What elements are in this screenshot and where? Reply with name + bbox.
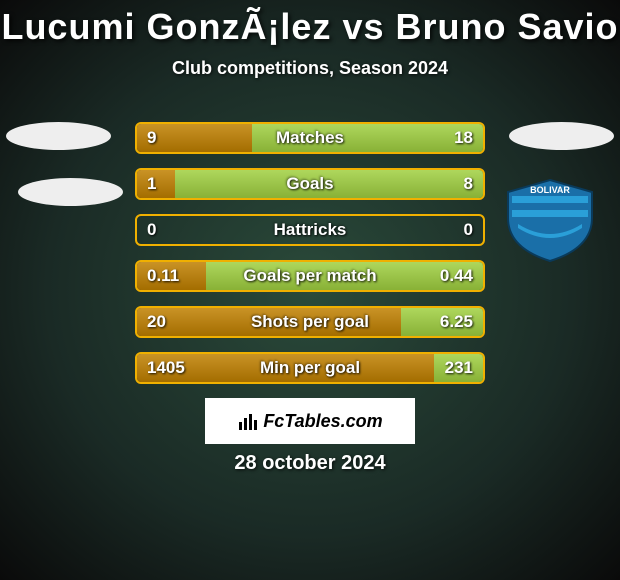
page-subtitle: Club competitions, Season 2024	[0, 58, 620, 79]
stat-row: 918Matches	[135, 122, 485, 154]
svg-text:BOLIVAR: BOLIVAR	[530, 185, 570, 195]
bolivar-crest-icon: BOLIVAR	[500, 178, 600, 263]
player2-club-badge: BOLIVAR	[500, 178, 600, 263]
stat-row: 00Hattricks	[135, 214, 485, 246]
brand-footer[interactable]: FcTables.com	[205, 398, 415, 444]
stat-label: Matches	[137, 124, 483, 152]
stat-label: Shots per goal	[137, 308, 483, 336]
stat-label: Hattricks	[137, 216, 483, 244]
player1-club-placeholder	[18, 178, 123, 206]
stat-label: Goals	[137, 170, 483, 198]
date-label: 28 october 2024	[0, 452, 620, 475]
page-title: Lucumi GonzÃ¡lez vs Bruno Savio	[0, 0, 620, 48]
stat-row: 0.110.44Goals per match	[135, 260, 485, 292]
player2-avatar-placeholder	[509, 122, 614, 150]
chart-icon	[237, 410, 259, 432]
stat-label: Min per goal	[137, 354, 483, 382]
brand-label: FcTables.com	[263, 411, 382, 432]
stats-bars: 918Matches 18Goals 00Hattricks 0.110.44Goal…	[135, 122, 485, 398]
stat-row: 1405231Min per goal	[135, 352, 485, 384]
player1-avatar-placeholder	[6, 122, 111, 150]
stat-row: 206.25Shots per goal	[135, 306, 485, 338]
comparison-card: Lucumi GonzÃ¡lez vs Bruno Savio Club com…	[0, 0, 620, 580]
stat-label: Goals per match	[137, 262, 483, 290]
stat-row: 18Goals	[135, 168, 485, 200]
